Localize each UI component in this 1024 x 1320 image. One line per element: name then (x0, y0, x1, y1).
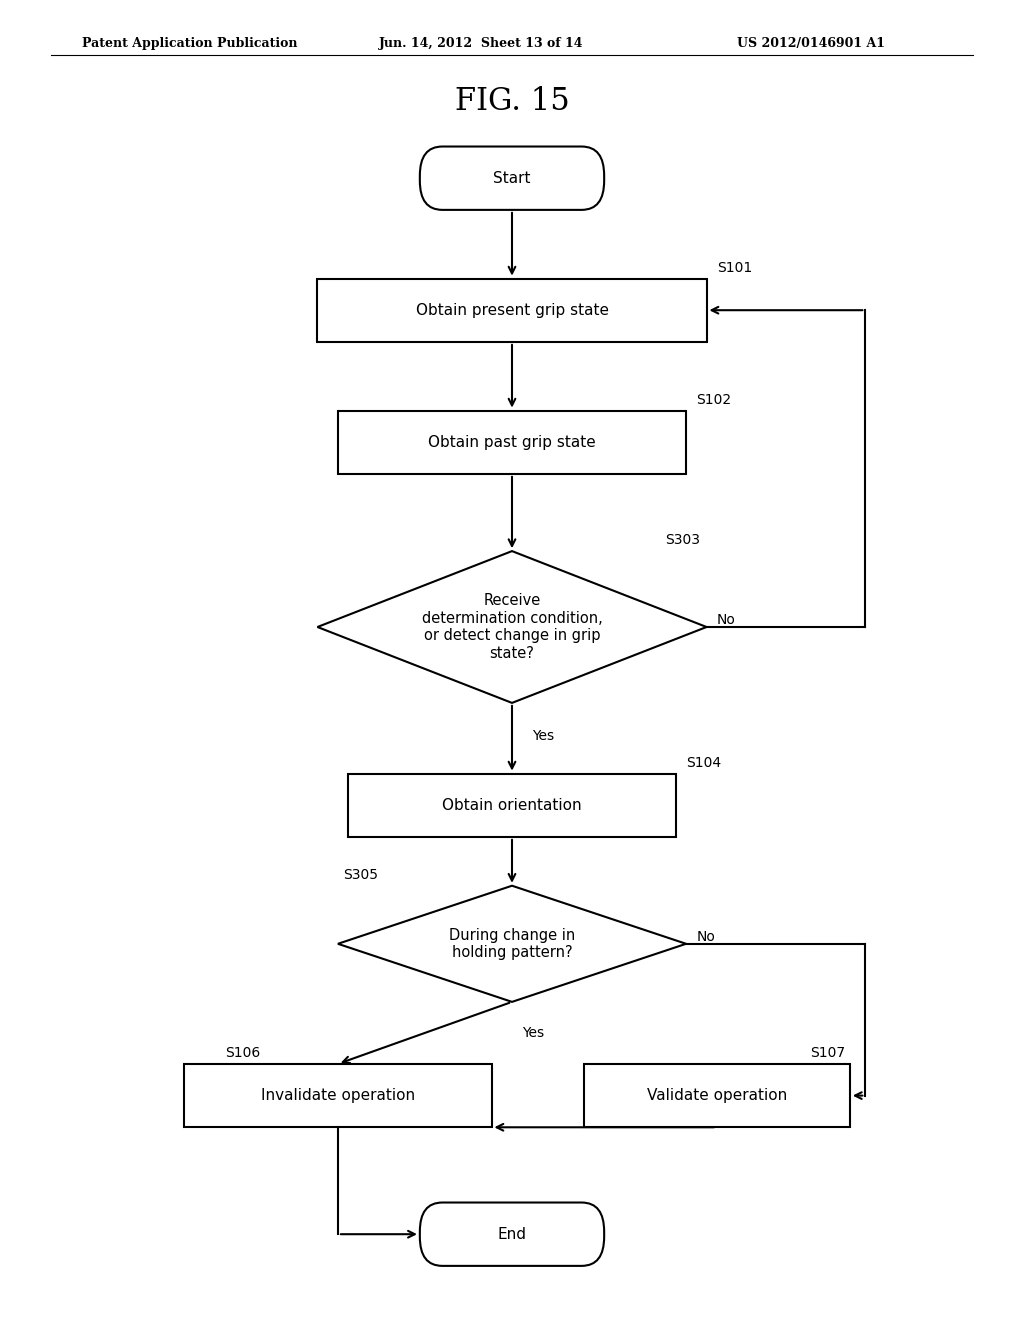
Bar (184, 1064, 492, 1127)
Text: S107: S107 (810, 1045, 845, 1060)
Text: Jun. 14, 2012  Sheet 13 of 14: Jun. 14, 2012 Sheet 13 of 14 (379, 37, 584, 50)
Text: S104: S104 (686, 755, 721, 770)
Text: Patent Application Publication: Patent Application Publication (82, 37, 297, 50)
Text: FIG. 15: FIG. 15 (455, 86, 569, 116)
Text: US 2012/0146901 A1: US 2012/0146901 A1 (737, 37, 886, 50)
Text: S101: S101 (717, 260, 752, 275)
Text: Obtain orientation: Obtain orientation (442, 797, 582, 813)
Text: Obtain present grip state: Obtain present grip state (416, 302, 608, 318)
FancyBboxPatch shape (420, 1203, 604, 1266)
Polygon shape (317, 552, 707, 702)
Text: No: No (717, 614, 735, 627)
Bar (348, 774, 676, 837)
Text: No: No (696, 931, 715, 944)
Text: Validate operation: Validate operation (647, 1088, 786, 1104)
Bar (317, 279, 707, 342)
Text: End: End (498, 1226, 526, 1242)
Text: S106: S106 (225, 1045, 260, 1060)
Text: S102: S102 (696, 392, 731, 407)
Text: Invalidate operation: Invalidate operation (261, 1088, 415, 1104)
Polygon shape (338, 886, 686, 1002)
Bar (584, 1064, 850, 1127)
Text: During change in
holding pattern?: During change in holding pattern? (449, 928, 575, 960)
Text: Start: Start (494, 170, 530, 186)
Text: S303: S303 (666, 533, 700, 546)
Text: S305: S305 (343, 867, 378, 882)
FancyBboxPatch shape (420, 147, 604, 210)
Text: Obtain past grip state: Obtain past grip state (428, 434, 596, 450)
Bar (338, 411, 686, 474)
Text: Yes: Yes (522, 1026, 545, 1040)
Text: Yes: Yes (532, 729, 555, 743)
Text: Receive
determination condition,
or detect change in grip
state?: Receive determination condition, or dete… (422, 594, 602, 660)
